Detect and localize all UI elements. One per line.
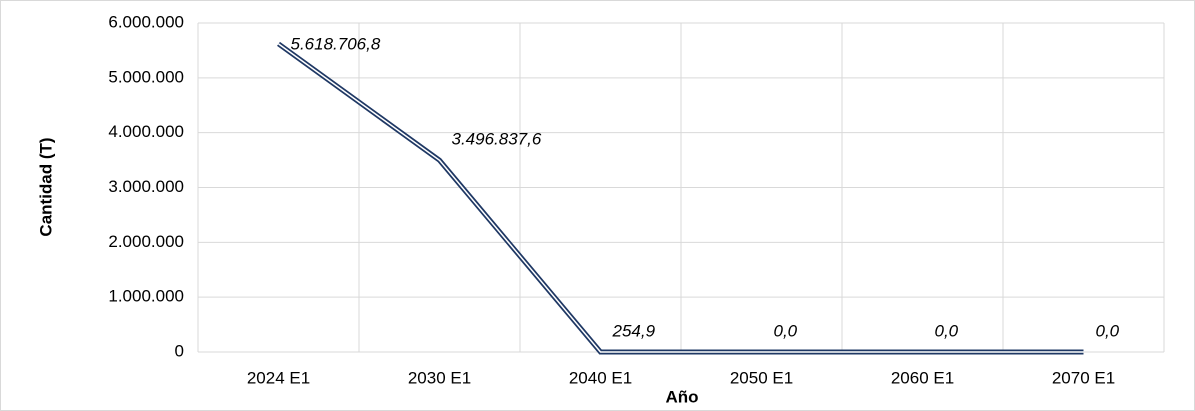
x-tick-label: 2070 E1 [1052,368,1115,387]
y-tick-label: 5.000.000 [108,67,184,86]
data-label: 254,9 [612,321,656,340]
data-label: 0,0 [774,321,798,340]
x-tick-label: 2050 E1 [730,368,793,387]
x-tick-label: 2060 E1 [891,368,954,387]
y-tick-label: 4.000.000 [108,122,184,141]
y-axis-title: Cantidad (T) [36,137,55,236]
data-label: 0,0 [1096,321,1120,340]
x-tick-label: 2040 E1 [569,368,632,387]
y-tick-label: 2.000.000 [108,232,184,251]
x-tick-label: 2030 E1 [408,368,471,387]
y-tick-label: 3.000.000 [108,177,184,196]
x-axis-title: Año [665,387,698,406]
x-tick-label: 2024 E1 [247,368,310,387]
data-label: 3.496.837,6 [452,130,542,149]
y-tick-label: 0 [175,341,184,360]
line-inner [278,43,1084,353]
data-label: 5.618.706,8 [291,34,381,53]
data-label: 0,0 [935,321,959,340]
y-tick-label: 1.000.000 [108,287,184,306]
y-tick-label: 6.000.000 [108,12,184,31]
